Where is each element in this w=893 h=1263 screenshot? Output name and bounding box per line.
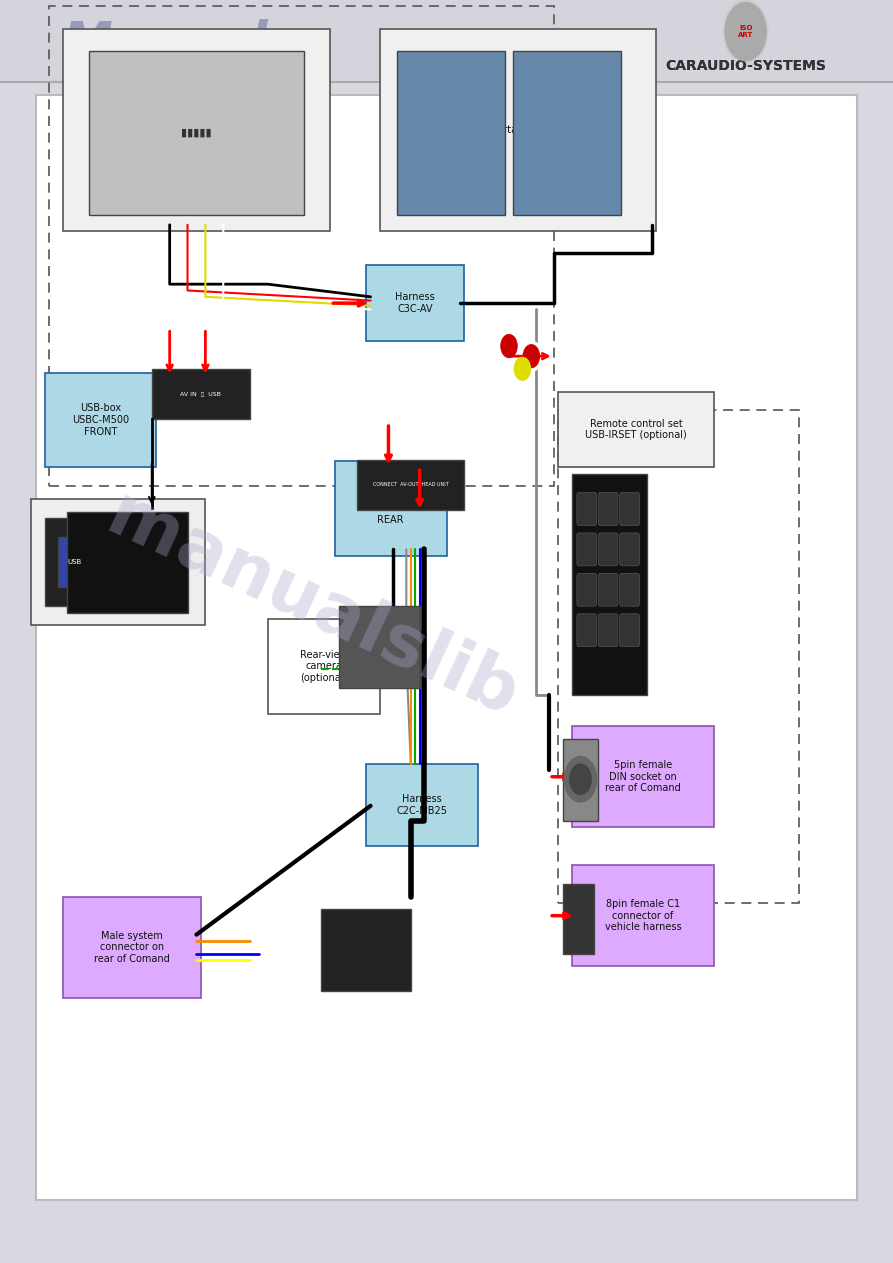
FancyBboxPatch shape [339,606,420,688]
Text: manualslib: manualslib [96,481,529,731]
FancyBboxPatch shape [577,533,597,566]
Text: CARAUDIO-SYSTEMS: CARAUDIO-SYSTEMS [665,58,826,73]
Circle shape [514,357,530,380]
Circle shape [501,335,517,357]
FancyBboxPatch shape [268,619,380,714]
Text: ISO
ART: ISO ART [738,25,754,38]
Text: Harness
C3C-AV: Harness C3C-AV [396,292,435,314]
FancyBboxPatch shape [620,614,639,647]
Text: AV-source e.g. DVB-T Tuner (optional): AV-source e.g. DVB-T Tuner (optional) [99,125,294,135]
FancyBboxPatch shape [366,265,464,341]
FancyBboxPatch shape [63,897,201,998]
FancyBboxPatch shape [513,51,621,215]
Text: USB-box
USBC-M500
FRONT: USB-box USBC-M500 FRONT [72,403,129,437]
FancyBboxPatch shape [577,493,597,525]
FancyBboxPatch shape [598,614,618,647]
Text: CARAUDIO-SYSTEMS: CARAUDIO-SYSTEMS [665,58,826,73]
Text: USB: USB [67,560,81,565]
Text: CONNECT  AV-OUT  HEAD UNIT: CONNECT AV-OUT HEAD UNIT [373,482,448,488]
Text: USB-box
USBC-M500
REAR: USB-box USBC-M500 REAR [363,491,419,525]
Text: Harness
C2C-MB25: Harness C2C-MB25 [396,794,447,816]
FancyBboxPatch shape [31,499,205,625]
FancyBboxPatch shape [620,493,639,525]
FancyBboxPatch shape [563,739,598,821]
Text: Male system
connector on
rear of Comand: Male system connector on rear of Comand [94,931,170,964]
FancyBboxPatch shape [572,726,714,827]
Text: Remote control set
USB-IRSET (optional): Remote control set USB-IRSET (optional) [586,418,687,441]
Circle shape [564,757,597,802]
FancyBboxPatch shape [67,512,188,613]
FancyBboxPatch shape [89,51,304,215]
FancyBboxPatch shape [58,537,89,587]
Text: Manual: Manual [63,19,268,67]
FancyBboxPatch shape [598,533,618,566]
Text: 8pin female C1
connector of
vehicle harness: 8pin female C1 connector of vehicle harn… [605,899,681,932]
Circle shape [725,3,766,61]
Circle shape [498,331,520,361]
FancyBboxPatch shape [63,29,330,231]
FancyBboxPatch shape [558,392,714,467]
Text: 5pin female
DIN socket on
rear of Comand: 5pin female DIN socket on rear of Comand [605,760,680,793]
Text: ▮▮▮▮▮: ▮▮▮▮▮ [181,128,212,138]
FancyBboxPatch shape [563,884,594,954]
Text: AV IN  ▯  USB: AV IN ▯ USB [180,392,221,397]
FancyBboxPatch shape [0,0,893,82]
FancyBboxPatch shape [577,614,597,647]
FancyBboxPatch shape [45,373,156,467]
FancyBboxPatch shape [366,764,478,846]
FancyBboxPatch shape [598,493,618,525]
Circle shape [523,345,539,368]
FancyBboxPatch shape [620,533,639,566]
FancyBboxPatch shape [36,95,857,1200]
FancyBboxPatch shape [357,460,464,510]
Circle shape [723,0,768,63]
FancyBboxPatch shape [620,573,639,606]
FancyBboxPatch shape [380,29,656,231]
Text: Rear-view
camera
(optional): Rear-view camera (optional) [300,649,347,683]
Circle shape [521,341,542,371]
FancyBboxPatch shape [577,573,597,606]
Circle shape [570,764,591,794]
FancyBboxPatch shape [397,51,505,215]
Circle shape [512,354,533,384]
Text: Rear-seat-sntertainment (optional): Rear-seat-sntertainment (optional) [428,125,608,135]
FancyBboxPatch shape [335,461,446,556]
FancyBboxPatch shape [572,474,647,695]
FancyBboxPatch shape [152,369,250,419]
FancyBboxPatch shape [572,865,714,966]
FancyBboxPatch shape [321,909,411,991]
FancyBboxPatch shape [598,573,618,606]
FancyBboxPatch shape [45,518,107,606]
Text: USB-media max 2TB
(optional): USB-media max 2TB (optional) [65,551,171,573]
